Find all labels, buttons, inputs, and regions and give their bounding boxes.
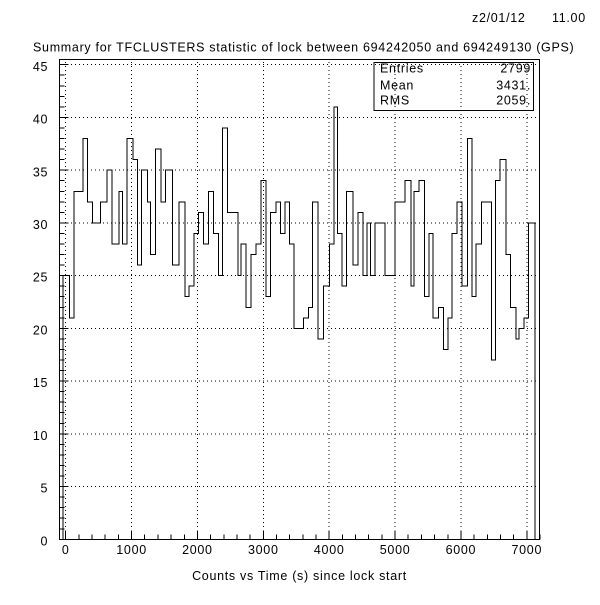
svg-text:11.00: 11.00	[552, 11, 586, 25]
svg-text:z2/01/12: z2/01/12	[472, 11, 526, 25]
svg-text:7000: 7000	[511, 543, 542, 557]
svg-text:25: 25	[33, 271, 48, 285]
svg-text:5000: 5000	[380, 543, 411, 557]
svg-text:30: 30	[33, 218, 48, 232]
svg-text:RMS: RMS	[380, 94, 410, 108]
svg-text:Entries: Entries	[380, 62, 424, 76]
svg-text:3431.: 3431.	[496, 79, 531, 93]
svg-text:3000: 3000	[248, 543, 279, 557]
svg-text:Summary for TFCLUSTERS statist: Summary for TFCLUSTERS statistic of lock…	[33, 41, 574, 55]
svg-text:Counts vs Time (s) since lock: Counts vs Time (s) since lock start	[192, 569, 407, 583]
svg-text:40: 40	[33, 113, 48, 127]
svg-text:10: 10	[33, 429, 48, 443]
svg-text:20: 20	[33, 324, 48, 338]
svg-text:45: 45	[33, 60, 48, 74]
svg-text:6000: 6000	[446, 543, 477, 557]
svg-text:Mean: Mean	[380, 79, 414, 93]
svg-text:0: 0	[62, 543, 70, 557]
svg-text:1000: 1000	[116, 543, 147, 557]
svg-text:2059.: 2059.	[496, 94, 531, 108]
svg-text:5: 5	[41, 482, 49, 496]
svg-text:15: 15	[33, 376, 48, 390]
svg-text:2000: 2000	[182, 543, 213, 557]
svg-text:35: 35	[33, 165, 48, 179]
svg-text:0: 0	[41, 534, 49, 548]
svg-text:4000: 4000	[314, 543, 345, 557]
svg-text:2799: 2799	[500, 62, 531, 76]
